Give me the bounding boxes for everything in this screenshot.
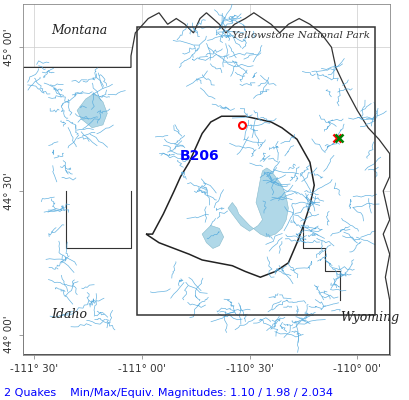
Polygon shape [23,13,389,355]
Polygon shape [227,168,288,237]
Bar [137,27,374,314]
Text: Idaho: Idaho [51,308,87,321]
Text: Montana: Montana [51,24,107,36]
Text: 2 Quakes    Min/Max/Equiv. Magnitudes: 1.10 / 1.98 / 2.034: 2 Quakes Min/Max/Equiv. Magnitudes: 1.10… [4,388,332,398]
Text: Yellowstone National Park: Yellowstone National Park [232,31,369,40]
Text: B206: B206 [180,150,219,164]
Polygon shape [202,226,223,248]
Polygon shape [77,93,107,128]
Polygon shape [146,116,313,277]
Text: Wyoming: Wyoming [339,311,398,324]
